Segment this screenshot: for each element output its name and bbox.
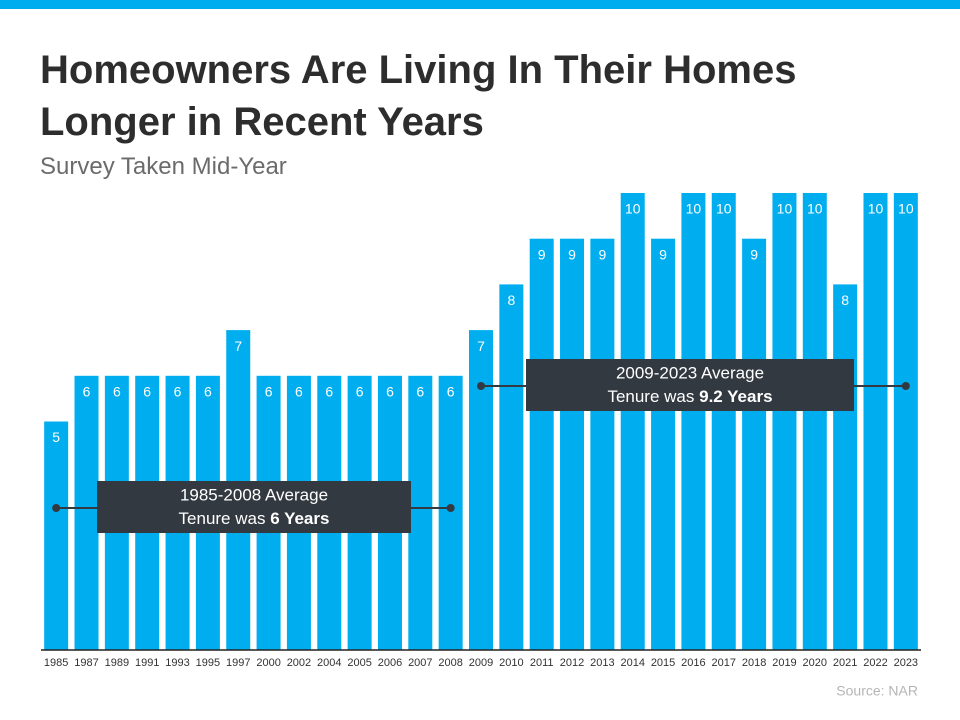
bar (833, 284, 858, 650)
value-label: 7 (234, 338, 242, 354)
value-label: 10 (625, 201, 641, 217)
value-label: 6 (386, 384, 394, 400)
x-tick-label: 1993 (165, 657, 189, 669)
value-label: 6 (143, 384, 151, 400)
bar (499, 284, 524, 650)
value-label: 10 (777, 201, 793, 217)
bar (529, 238, 554, 650)
bar (620, 193, 645, 650)
bar (651, 238, 676, 650)
x-tick-label: 2012 (560, 657, 584, 669)
value-label: 10 (898, 201, 914, 217)
value-label: 8 (507, 292, 515, 308)
value-label: 9 (538, 246, 546, 262)
x-tick-label: 2009 (469, 657, 493, 669)
bar (863, 193, 888, 650)
value-label: 10 (716, 201, 732, 217)
x-tick-label: 2013 (590, 657, 614, 669)
annotation-box (97, 481, 411, 533)
x-tick-label: 2008 (438, 657, 462, 669)
x-tick-label: 2020 (803, 657, 827, 669)
x-tick-label: 2022 (863, 657, 887, 669)
value-label: 7 (477, 338, 485, 354)
bar (560, 238, 585, 650)
bar (44, 421, 69, 650)
x-tick-label: 2007 (408, 657, 432, 669)
annotation-emphasis: 9.2 Years (699, 387, 772, 406)
bar (438, 375, 463, 650)
average-dot (52, 504, 61, 512)
x-tick-label: 2017 (712, 657, 736, 669)
chart-title: Homeowners Are Living In Their Homes Lon… (40, 48, 797, 144)
x-tick-label: 2006 (378, 657, 402, 669)
x-tick-label: 1997 (226, 657, 250, 669)
x-tick-label: 2005 (347, 657, 371, 669)
value-label: 8 (841, 292, 849, 308)
value-label: 9 (598, 246, 606, 262)
bar (408, 375, 433, 650)
value-label: 6 (356, 384, 364, 400)
value-label: 9 (659, 246, 667, 262)
x-tick-label: 1991 (135, 657, 159, 669)
annotation-emphasis: 6 Years (270, 509, 329, 528)
value-label: 6 (204, 384, 212, 400)
bar (469, 330, 493, 650)
value-label: 6 (83, 384, 91, 400)
annotation-line2: Tenure was 6 Years (179, 509, 330, 528)
top-stripe (0, 0, 960, 9)
annotation-line1: 1985-2008 Average (180, 485, 328, 504)
x-tick-label: 2021 (833, 657, 857, 669)
value-label: 10 (868, 201, 884, 217)
x-tick-label: 1985 (44, 657, 68, 669)
value-label: 6 (325, 384, 333, 400)
x-tick-label: 2015 (651, 657, 675, 669)
value-label: 6 (447, 384, 455, 400)
bar (74, 375, 99, 650)
annotation-line1: 2009-2023 Average (616, 363, 764, 382)
x-tick-label: 1989 (105, 657, 129, 669)
x-tick-label: 2004 (317, 657, 341, 669)
x-tick-label: 2011 (530, 657, 554, 669)
value-label: 10 (686, 201, 702, 217)
x-tick-label: 1987 (74, 657, 98, 669)
value-label: 5 (52, 429, 60, 445)
annotation-text: Tenure was (179, 509, 266, 528)
annotation-box (526, 359, 854, 411)
average-dot (477, 382, 485, 390)
x-tick-label: 2000 (256, 657, 280, 669)
bar (681, 193, 706, 650)
x-tick-label: 2002 (287, 657, 311, 669)
value-label: 6 (265, 384, 273, 400)
x-tick-label: 2016 (681, 657, 705, 669)
x-tick-label: 1995 (196, 657, 220, 669)
x-tick-label: 2023 (894, 657, 918, 669)
bar (590, 238, 615, 650)
bar (893, 193, 918, 650)
value-label: 6 (416, 384, 424, 400)
value-label: 10 (807, 201, 823, 217)
source: Source: NAR (836, 683, 918, 699)
value-label: 9 (750, 246, 758, 262)
value-label: 6 (295, 384, 303, 400)
bar (802, 193, 827, 650)
average-dot (901, 382, 910, 390)
x-tick-label: 2019 (772, 657, 796, 669)
x-tick-label: 2010 (499, 657, 523, 669)
bar (711, 193, 736, 650)
x-tick-label: 2014 (620, 657, 644, 669)
value-label: 6 (113, 384, 121, 400)
annotation-text: Tenure was (607, 387, 694, 406)
average-dot (446, 504, 455, 512)
bar (742, 238, 767, 650)
value-label: 6 (174, 384, 182, 400)
value-label: 9 (568, 246, 576, 262)
bar (772, 193, 797, 650)
annotation-line2: Tenure was 9.2 Years (607, 387, 772, 406)
chart-subtitle: Survey Taken Mid-Year (40, 153, 287, 180)
x-tick-label: 2018 (742, 657, 766, 669)
